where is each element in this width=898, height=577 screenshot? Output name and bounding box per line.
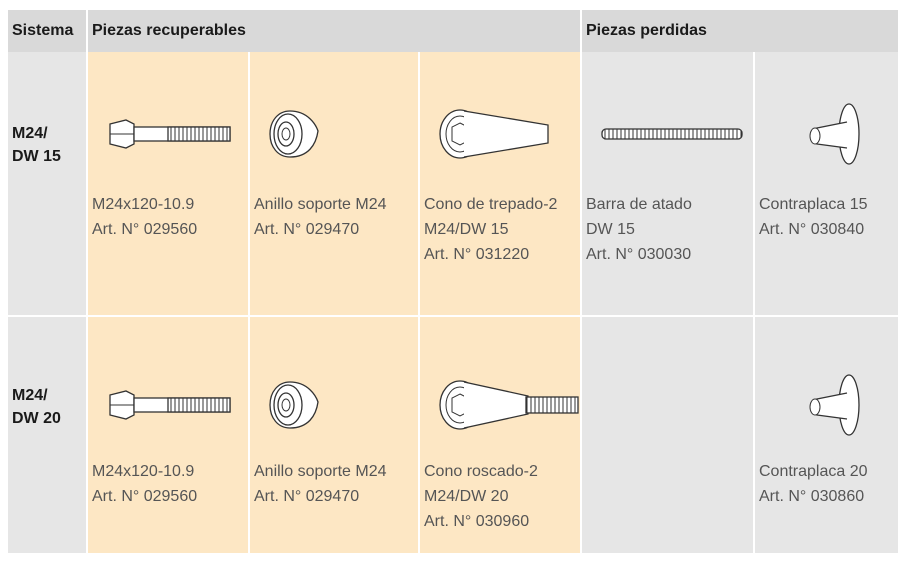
part-cell: Anillo soporte M24 Art. N° 029470 [250,317,418,553]
header-lost: Piezas perdidas [582,10,898,52]
part-icon [109,119,231,149]
text: Piezas perdidas [586,22,707,39]
text: M24/DW 15 [424,221,509,238]
part-cell: Cono roscado-2 M24/DW 20 Art. N° 030960 [420,317,580,553]
part-icon [601,128,743,140]
part-icon [269,110,319,158]
text: Art. N° 030860 [759,488,865,505]
part-cell: Contraplaca 15 Art. N° 030840 [755,52,898,315]
text: DW 20 [12,410,61,427]
text: M24/DW 20 [424,488,509,505]
part-cell: Contraplaca 20 Art. N° 030860 [755,317,898,553]
text: M24x120-10.9 [92,196,195,213]
part-text: Cono roscado-2 M24/DW 20 Art. N° 030960 [424,459,538,534]
text: Cono roscado-2 [424,463,538,480]
text: M24/ [12,125,48,142]
text: Art. N° 029470 [254,221,360,238]
text: Art. N° 029470 [254,488,360,505]
text: Art. N° 030030 [586,246,692,263]
text: M24/ [12,387,48,404]
text: Cono de trepado-2 [424,196,558,213]
part-icon [439,380,579,430]
part-cell: Barra de atado DW 15 Art. N° 030030 [582,52,753,315]
part-icon [109,390,231,420]
text: Art. N° 029560 [92,221,198,238]
part-text: Anillo soporte M24 Art. N° 029470 [254,192,387,242]
text: Art. N° 031220 [424,246,530,263]
text: Art. N° 030960 [424,513,530,530]
part-text: Contraplaca 20 Art. N° 030860 [759,459,868,509]
text: Contraplaca 20 [759,463,868,480]
part-icon [269,381,319,429]
part-text: M24x120-10.9 Art. N° 029560 [92,192,197,242]
text: Anillo soporte M24 [254,463,387,480]
text: Anillo soporte M24 [254,196,387,213]
text: DW 15 [12,148,61,165]
text: M24x120-10.9 [92,463,195,480]
text: Contraplaca 15 [759,196,868,213]
part-text: Anillo soporte M24 Art. N° 029470 [254,459,387,509]
text: Piezas recuperables [92,22,246,39]
part-text: Contraplaca 15 Art. N° 030840 [759,192,868,242]
system-cell: M24/DW 15 [8,52,86,315]
part-cell: Anillo soporte M24 Art. N° 029470 [250,52,418,315]
part-cell [582,317,753,553]
part-icon [809,374,860,436]
text: Art. N° 029560 [92,488,198,505]
part-cell: M24x120-10.9 Art. N° 029560 [88,317,248,553]
text: Sistema [12,22,74,39]
part-text: Cono de trepado-2 M24/DW 15 Art. N° 031220 [424,192,557,267]
part-text: M24x120-10.9 Art. N° 029560 [92,459,197,509]
header-system: Sistema [8,10,86,52]
part-cell: Cono de trepado-2 M24/DW 15 Art. N° 031220 [420,52,580,315]
text: Barra de atado [586,196,692,213]
text: Art. N° 030840 [759,221,865,238]
part-cell: M24x120-10.9 Art. N° 029560 [88,52,248,315]
text: DW 15 [586,221,635,238]
part-icon [439,109,549,159]
part-icon [809,103,860,165]
header-recoverable: Piezas recuperables [88,10,580,52]
part-text: Barra de atado DW 15 Art. N° 030030 [586,192,692,267]
system-cell: M24/DW 20 [8,317,86,553]
